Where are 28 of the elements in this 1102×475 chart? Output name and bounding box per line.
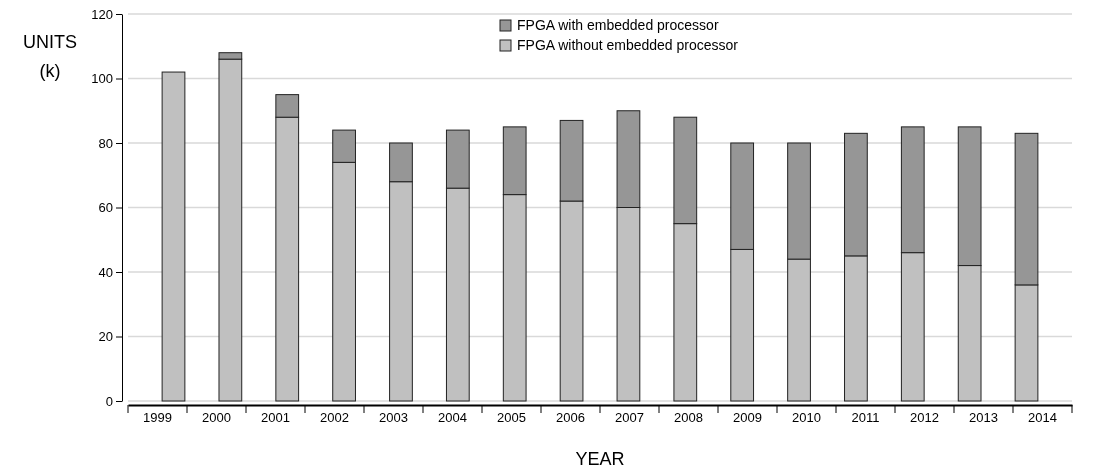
y-tick-label: 80: [98, 135, 113, 151]
x-tick-label: 2007: [615, 410, 644, 426]
y-tick-label: 40: [98, 264, 113, 280]
x-tick-label: 2000: [202, 410, 231, 426]
x-tick-label: 2003: [379, 410, 408, 426]
x-tick-label: 2009: [733, 410, 762, 426]
y-tick-label: 100: [91, 71, 113, 87]
x-tick-label: 1999: [143, 410, 172, 426]
y-tick-label: 0: [105, 393, 113, 409]
x-tick-label: 2010: [792, 410, 821, 426]
bar: [161, 71, 186, 402]
x-tick-label: 2011: [851, 410, 880, 426]
x-axis-title: YEAR: [575, 449, 625, 469]
legend-label: FPGA with embedded processor: [517, 17, 719, 33]
legend-label: FPGA without embedded processor: [517, 37, 739, 53]
y-axis-title: UNITS (k): [23, 32, 77, 81]
x-tick-label: 2005: [497, 410, 526, 426]
x-tick-label: 2001: [261, 410, 290, 426]
y-tick-label: 20: [98, 329, 113, 345]
y-tick-label: 120: [91, 6, 113, 22]
x-tick-label: 2002: [320, 410, 349, 426]
x-tick-label: 2004: [438, 410, 467, 426]
y-tick-label: 60: [98, 200, 113, 216]
x-tick-label: 2006: [556, 410, 585, 426]
x-tick-label: 2014: [1028, 410, 1057, 426]
x-tick-label: 2013: [969, 410, 998, 426]
x-tick-label: 2008: [674, 410, 703, 426]
x-tick-label: 2012: [910, 410, 939, 426]
